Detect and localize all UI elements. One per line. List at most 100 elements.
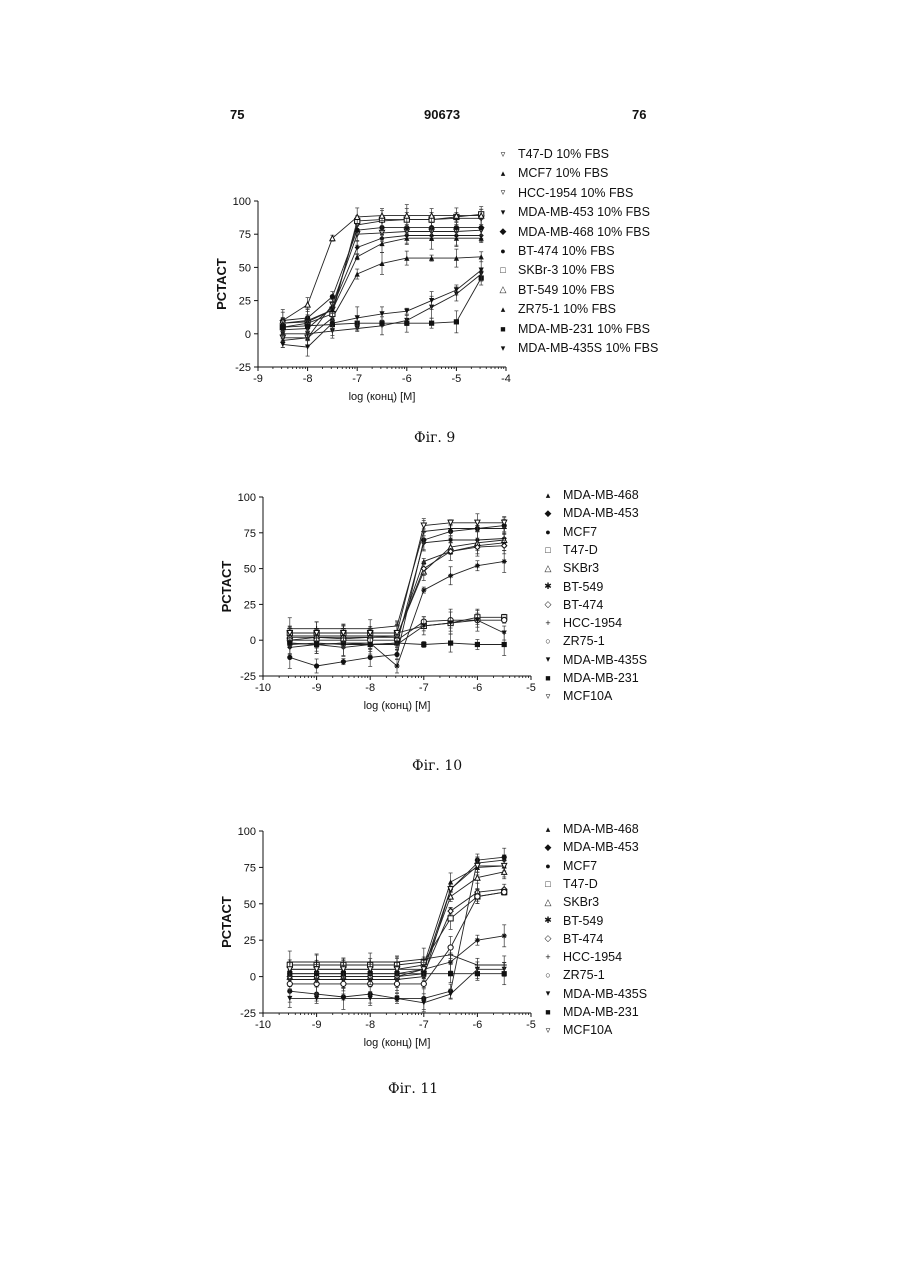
data-point [394, 981, 399, 986]
x-tick-label: -5 [452, 373, 462, 385]
x-tick-label: -6 [473, 682, 483, 694]
data-point [502, 618, 507, 623]
data-point [421, 981, 426, 986]
x-tick-label: -6 [402, 373, 412, 385]
legend-item: ▾MDA-MB-435S 10% FBS [496, 341, 658, 355]
x-tick-label: -8 [303, 373, 313, 385]
legend-item: □T47-D [541, 877, 598, 891]
data-point [454, 213, 459, 218]
legend-marker-icon: ◆ [541, 842, 555, 853]
y-tick-label: 100 [233, 196, 251, 208]
y-tick-label: 25 [244, 599, 256, 611]
legend-marker-icon: △ [541, 563, 555, 574]
data-point [429, 213, 434, 218]
legend-item: ▾ MDA-MB-435S [541, 653, 647, 667]
legend-marker-icon: ◆ [541, 508, 555, 519]
legend-marker-icon: ▾ [541, 654, 555, 665]
legend-item: ◆ MDA-MB-453 [541, 506, 639, 520]
legend-label: MDA-MB-468 [563, 822, 639, 836]
legend-label: SKBr-3 10% FBS [518, 263, 615, 277]
legend-marker-icon: ● [541, 861, 555, 871]
data-point [394, 652, 399, 657]
data-point [341, 981, 346, 986]
legend-marker-icon: ▴ [496, 168, 510, 179]
data-point [479, 225, 484, 230]
legend-marker-icon: ○ [541, 970, 555, 980]
legend-item: △BT-549 10% FBS [496, 283, 615, 297]
legend-marker-icon: + [541, 618, 555, 628]
data-point [502, 971, 507, 976]
legend-marker-icon: ▴ [541, 824, 555, 835]
data-point [448, 573, 453, 578]
legend-label: MDA-MB-468 10% FBS [518, 225, 650, 239]
legend-marker-icon: ▾ [496, 343, 510, 354]
data-point [429, 298, 434, 303]
series-curve [290, 523, 504, 633]
legend-item: ▿MCF10A [541, 689, 612, 703]
data-point [314, 642, 319, 647]
x-axis-label: log (конц) [M] [364, 700, 431, 712]
data-point [502, 890, 507, 895]
legend-label: MDA-MB-435S [563, 653, 647, 667]
legend-label: MDA-MB-453 10% FBS [518, 205, 650, 219]
legend-marker-icon: ■ [541, 1007, 555, 1017]
legend-marker-icon: ○ [541, 636, 555, 646]
legend-item: +HCC-1954 [541, 950, 622, 964]
legend-marker-icon: + [541, 952, 555, 962]
data-point [379, 213, 384, 218]
legend-marker-icon: ● [541, 527, 555, 537]
legend-marker-icon: ▾ [541, 988, 555, 999]
x-tick-label: -7 [419, 1019, 429, 1031]
legend-marker-icon: ■ [496, 324, 510, 334]
legend-label: HCC-1954 [563, 616, 622, 630]
legend-marker-icon: ▿ [496, 149, 510, 160]
data-point [475, 875, 480, 880]
legend-label: MDA-MB-453 [563, 506, 639, 520]
data-point [355, 271, 360, 276]
legend-label: MDA-MB-435S [563, 987, 647, 1001]
legend-marker-icon: ◆ [496, 226, 510, 237]
data-point [355, 245, 360, 250]
y-tick-label: -25 [240, 671, 256, 683]
y-tick-label: -25 [240, 1008, 256, 1020]
data-point [448, 640, 453, 645]
legend-marker-icon: ▴ [496, 304, 510, 315]
legend-label: HCC-1954 10% FBS [518, 186, 633, 200]
x-tick-label: -5 [526, 682, 536, 694]
x-tick-label: -8 [365, 1019, 375, 1031]
y-axis-label: PCTACT [219, 561, 234, 613]
figure-10-chart: -250255075100-10-9-8-7-6-5log (конц) [M]… [0, 470, 901, 770]
legend-label: SKBr3 [563, 561, 599, 575]
x-axis-label: log (конц) [M] [349, 391, 416, 403]
data-point [368, 642, 373, 647]
y-tick-label: 25 [239, 296, 251, 308]
legend-marker-icon: △ [541, 897, 555, 908]
legend-item: ▴ MCF7 10% FBS [496, 166, 608, 180]
legend-item: △ SKBr3 [541, 561, 599, 575]
legend-label: ZR75-1 [563, 968, 605, 982]
legend-label: BT-474 10% FBS [518, 244, 615, 258]
legend-label: MCF7 10% FBS [518, 166, 608, 180]
y-tick-label: 75 [244, 862, 256, 874]
data-point [404, 213, 409, 218]
x-tick-label: -7 [419, 682, 429, 694]
data-point [379, 321, 384, 326]
y-tick-label: 25 [244, 935, 256, 947]
y-tick-label: 0 [245, 329, 251, 341]
data-point [355, 254, 360, 259]
x-tick-label: -9 [312, 1019, 322, 1031]
legend-marker-icon: ▿ [541, 691, 555, 702]
y-axis-label: PCTACT [214, 258, 229, 310]
data-point [305, 323, 310, 328]
legend-item: □SKBr-3 10% FBS [496, 263, 615, 277]
legend-item: □T47-D [541, 543, 598, 557]
data-point [502, 933, 507, 938]
data-point [475, 563, 480, 568]
legend-label: MCF7 [563, 859, 597, 873]
legend-marker-icon: ✱ [541, 915, 555, 926]
figure-9-chart: -250255075100-9-8-7-6-5-4log (конц) [M]P… [0, 0, 901, 420]
legend-marker-icon: ◇ [541, 599, 555, 610]
x-tick-label: -5 [526, 1019, 536, 1031]
legend-label: MDA-MB-453 [563, 840, 639, 854]
x-tick-label: -7 [352, 373, 362, 385]
